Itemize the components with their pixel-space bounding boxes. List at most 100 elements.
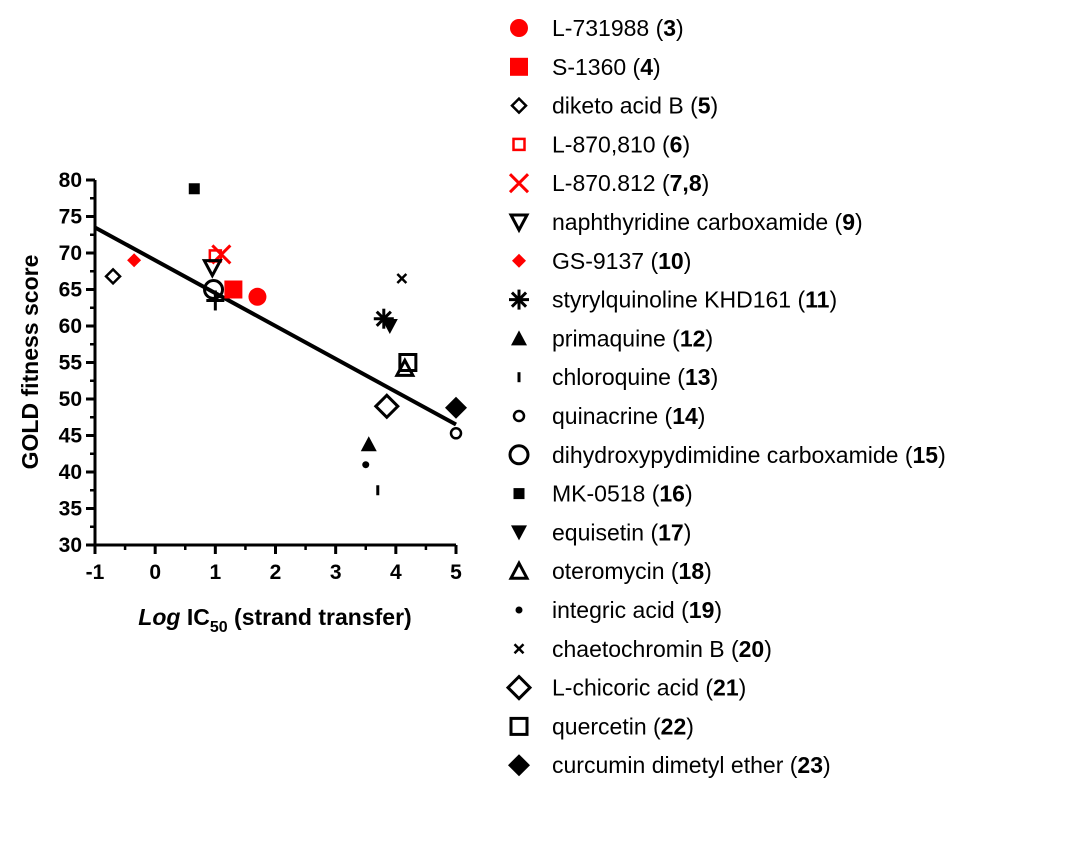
data-point — [360, 436, 377, 452]
legend-label-close: ) — [676, 15, 684, 41]
legend-label-id: 16 — [659, 481, 685, 507]
legend-label-id: 13 — [685, 364, 711, 390]
legend-marker — [512, 253, 526, 268]
legend-label-id: 3 — [663, 15, 676, 41]
legend-marker — [510, 19, 528, 37]
legend-label: L-731988 (3) — [552, 15, 684, 41]
legend-label-id: 15 — [913, 442, 939, 468]
legend-marker — [508, 560, 530, 580]
y-tick-label: 35 — [59, 498, 83, 521]
legend-label-id: 21 — [713, 675, 739, 701]
y-tick-label: 65 — [59, 279, 83, 302]
legend-label: equisetin (17) — [552, 519, 691, 545]
legend-item: oteromycin (18) — [508, 558, 712, 584]
legend-item: S-1360 (4) — [510, 54, 661, 80]
legend-label: L-chicoric acid (21) — [552, 675, 746, 701]
x-tick-label: 3 — [330, 561, 342, 584]
legend-label-name: L-870.812 ( — [552, 170, 670, 196]
legend-item: L-chicoric acid (21) — [505, 674, 746, 701]
legend-label-name: primaquine ( — [552, 325, 680, 351]
legend-label-name: quinacrine ( — [552, 403, 673, 429]
regression-line — [94, 225, 457, 427]
x-tick-label: 1 — [209, 561, 221, 584]
legend-label-close: ) — [714, 597, 722, 623]
legend-label-name: L-731988 ( — [552, 15, 664, 41]
x-axis-title-rest: (strand transfer) — [228, 604, 412, 630]
legend-item: diketo acid B (5) — [510, 93, 718, 119]
legend-label-name: curcumin dimetyl ether ( — [552, 752, 798, 778]
legend-label-close: ) — [829, 287, 837, 313]
legend-item: primaquine (12) — [511, 325, 713, 351]
legend-label-id: 11 — [805, 287, 830, 313]
legend-label-name: integric acid ( — [552, 597, 689, 623]
y-tick-label: 60 — [59, 315, 82, 338]
x-axis-title-italic: Log — [138, 604, 180, 630]
data-point — [381, 319, 398, 334]
legend-item: L-870,810 (6) — [512, 131, 690, 157]
data-point — [206, 290, 225, 311]
legend-label: GS-9137 (10) — [552, 248, 691, 274]
y-tick-label: 75 — [59, 206, 83, 229]
legend-item: GS-9137 (10) — [512, 248, 691, 274]
legend-label-name: equisetin ( — [552, 519, 658, 545]
legend-item: dihydroxypydimidine carboxamide (15) — [508, 442, 946, 468]
data-point — [127, 253, 142, 268]
legend-label-close: ) — [698, 403, 706, 429]
legend-label-close: ) — [739, 675, 747, 701]
legend-marker — [510, 57, 528, 76]
legend-label-close: ) — [684, 519, 692, 545]
legend-label-close: ) — [682, 131, 690, 157]
data-point — [362, 461, 370, 469]
legend-marker — [508, 444, 530, 466]
legend-label-id: 6 — [670, 131, 683, 157]
legend-marker — [508, 213, 530, 234]
legend-label-id: 22 — [661, 713, 687, 739]
legend-label: styrylquinoline KHD161 (11) — [552, 287, 837, 313]
x-axis-title-subscript: 50 — [210, 619, 228, 636]
legend-label-id: 23 — [797, 752, 823, 778]
legend-label-name: GS-9137 ( — [552, 248, 658, 274]
data-point — [203, 279, 225, 300]
legend-label: oteromycin (18) — [552, 558, 712, 584]
legend-label: quercetin (22) — [552, 713, 694, 739]
legend-marker — [511, 525, 527, 541]
legend-marker — [509, 716, 529, 736]
plot-area — [94, 183, 467, 496]
legend-label-close: ) — [686, 713, 694, 739]
legend-label-name: oteromycin ( — [552, 558, 679, 584]
legend-label-id: 18 — [679, 558, 705, 584]
legend-label-name: chaetochromin B ( — [552, 636, 739, 662]
y-tick-label: 50 — [59, 388, 82, 411]
legend-item: curcumin dimetyl ether (23) — [508, 752, 831, 778]
y-axis-title-group: GOLD fitness score — [17, 255, 43, 470]
legend-label-id: 17 — [658, 519, 684, 545]
legend-item: quercetin (22) — [509, 713, 694, 739]
legend-marker — [515, 606, 523, 614]
legend-label-id: 14 — [672, 403, 698, 429]
y-tick-label: 40 — [59, 461, 82, 484]
legend-label-close: ) — [705, 325, 713, 351]
legend-label-close: ) — [684, 248, 692, 274]
legend-item: MK-0518 (16) — [513, 481, 693, 507]
legend-label: quinacrine (14) — [552, 403, 705, 429]
legend-label-id: 10 — [658, 248, 684, 274]
legend-marker — [508, 754, 530, 777]
data-point — [396, 273, 408, 284]
legend-label: MK-0518 (16) — [552, 481, 693, 507]
legend-item: equisetin (17) — [511, 519, 691, 545]
legend-marker — [510, 96, 528, 115]
legend-label-name: dihydroxypydimidine carboxamide ( — [552, 442, 913, 468]
legend-label: diketo acid B (5) — [552, 93, 718, 119]
legend-label: dihydroxypydimidine carboxamide (15) — [552, 442, 946, 468]
legend-marker — [508, 173, 530, 194]
legend-label: naphthyridine carboxamide (9) — [552, 209, 863, 235]
legend-label-close: ) — [764, 636, 772, 662]
legend-label-close: ) — [685, 481, 693, 507]
data-point — [224, 280, 243, 299]
legend-label-id: 4 — [640, 54, 653, 80]
legend-item: naphthyridine carboxamide (9) — [508, 209, 863, 235]
y-tick-label: 70 — [59, 242, 82, 265]
x-axis-title-base: IC — [180, 604, 209, 630]
legend-label-close: ) — [711, 93, 719, 119]
